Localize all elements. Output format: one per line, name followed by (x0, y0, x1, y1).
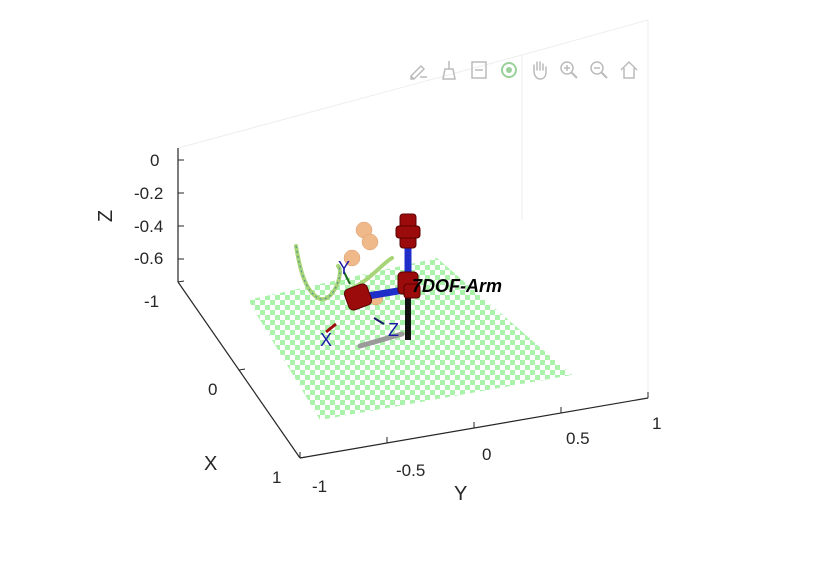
zoom-in-icon (560, 61, 578, 79)
z-tick-label: -0.6 (134, 249, 163, 268)
y-tick-label: 0 (482, 445, 491, 464)
waypoint-marker (361, 233, 379, 251)
joint (403, 283, 421, 299)
frame-label-y: Y (338, 258, 350, 278)
z-axis-label: Z (95, 210, 117, 222)
waypoint-marker (343, 249, 361, 267)
y-tick-label: -1 (312, 477, 327, 496)
edit-plot-button[interactable] (406, 57, 432, 83)
frame-arrow-y (343, 271, 351, 285)
rotate-3d-button[interactable] (496, 57, 522, 83)
z-tick-label: -0.4 (134, 217, 163, 236)
y-tick-label: 1 (652, 414, 661, 433)
y-axis-ticks (299, 392, 649, 458)
frame-arrow-x (325, 322, 337, 334)
brush-button[interactable] (436, 57, 462, 83)
zoom-out-icon (590, 61, 608, 79)
x-tick-label: 1 (272, 468, 281, 487)
x-axis-ticks (177, 280, 307, 459)
x-tick-label: 0 (208, 380, 217, 399)
z-tick-label: 0 (150, 151, 159, 170)
y-axis-label: Y (454, 483, 467, 505)
edit-plot-icon (409, 64, 427, 81)
joint (343, 283, 373, 311)
y-tick-label: -0.5 (396, 461, 425, 480)
data-tips-button[interactable] (466, 57, 492, 83)
robot-arm (325, 213, 421, 340)
axes-toolbar (406, 56, 642, 84)
rotate-3d-icon (501, 62, 517, 78)
pan-button[interactable] (526, 57, 552, 83)
data-tips-icon (471, 61, 487, 79)
base-shadow (357, 331, 405, 349)
frame-label-z: Z (388, 320, 399, 340)
brush-icon (442, 61, 456, 80)
z-tick-label: -0.2 (134, 184, 163, 203)
x-tick-label: -1 (144, 292, 159, 311)
zoom-out-button[interactable] (586, 57, 612, 83)
back-pane-grid (177, 19, 649, 400)
home-icon (620, 60, 638, 79)
joint (395, 225, 421, 239)
frame-label-x: X (320, 330, 332, 350)
y-tick-label: 0.5 (566, 429, 590, 448)
frame-arrow-z (373, 317, 385, 325)
z-axis-ticks (178, 159, 184, 260)
home-button[interactable] (616, 57, 642, 83)
robot-name-label: 7DOF-Arm (412, 276, 502, 296)
x-axis-label: X (204, 453, 217, 475)
zoom-in-button[interactable] (556, 57, 582, 83)
pan-hand-icon (533, 61, 547, 80)
waypoint-markers (343, 221, 384, 306)
